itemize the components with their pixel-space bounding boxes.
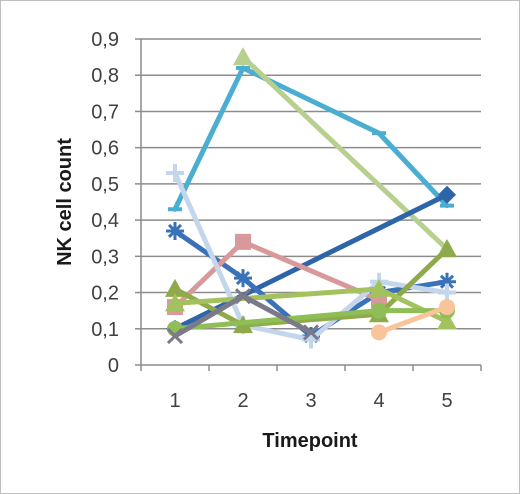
data-point-circle: [371, 324, 387, 341]
data-point-triangle: [369, 278, 389, 297]
data-point-star: [166, 221, 184, 240]
data-point-x: [302, 324, 320, 341]
y-tick-label: 0,5: [91, 174, 119, 196]
x-tick-label: 5: [441, 390, 452, 412]
data-point-plus: [166, 164, 184, 183]
data-point-triangle: [437, 239, 457, 258]
y-tick-label: 0,4: [91, 210, 119, 232]
series-line: [172, 192, 450, 332]
y-tick-label: 0,7: [91, 101, 119, 123]
data-point-square: [235, 233, 251, 250]
series-line: [240, 54, 450, 252]
data-point-triangle: [165, 293, 185, 312]
series-1: [168, 65, 454, 212]
y-tick-label: 0,1: [91, 319, 119, 341]
series-2: [233, 47, 457, 258]
data-point-triangle: [233, 47, 253, 66]
data-point-circle: [439, 299, 455, 316]
series-line: [376, 304, 450, 335]
x-axis-title: Timepoint: [262, 430, 358, 452]
y-axis-title: NK cell count: [54, 138, 76, 266]
data-point-diamond: [438, 185, 456, 204]
data-point-star: [234, 269, 252, 288]
data-point-triangle: [165, 278, 185, 297]
data-point-x: [234, 288, 252, 305]
x-tick-label: 4: [373, 390, 384, 412]
data-point-x: [166, 327, 184, 345]
series-line: [172, 65, 450, 212]
tick-labels: 0 0,1 0,2 0,3 0,4 0,5 0,6 0,7 0,8 0,9 1 2 3 4 5: [91, 29, 452, 412]
axes: [135, 38, 482, 371]
series-line: [172, 246, 450, 328]
x-tick-label: 2: [237, 390, 248, 412]
y-tick-label: 0,9: [91, 29, 119, 51]
y-tick-label: 0: [108, 355, 119, 377]
data-point-star: [438, 272, 456, 291]
y-tick-label: 0,3: [91, 246, 119, 268]
series-lines: [165, 47, 457, 349]
x-tick-label: 3: [305, 390, 316, 412]
series-10: [371, 299, 455, 341]
y-tick-label: 0,2: [91, 283, 119, 305]
y-tick-label: 0,6: [91, 138, 119, 160]
data-point-circle: [371, 302, 387, 319]
series-11: [166, 288, 320, 345]
x-tick-label: 1: [169, 390, 180, 412]
y-tick-label: 0,8: [91, 65, 119, 87]
data-point-plus: [438, 283, 456, 302]
data-point-triangle: [437, 311, 457, 330]
